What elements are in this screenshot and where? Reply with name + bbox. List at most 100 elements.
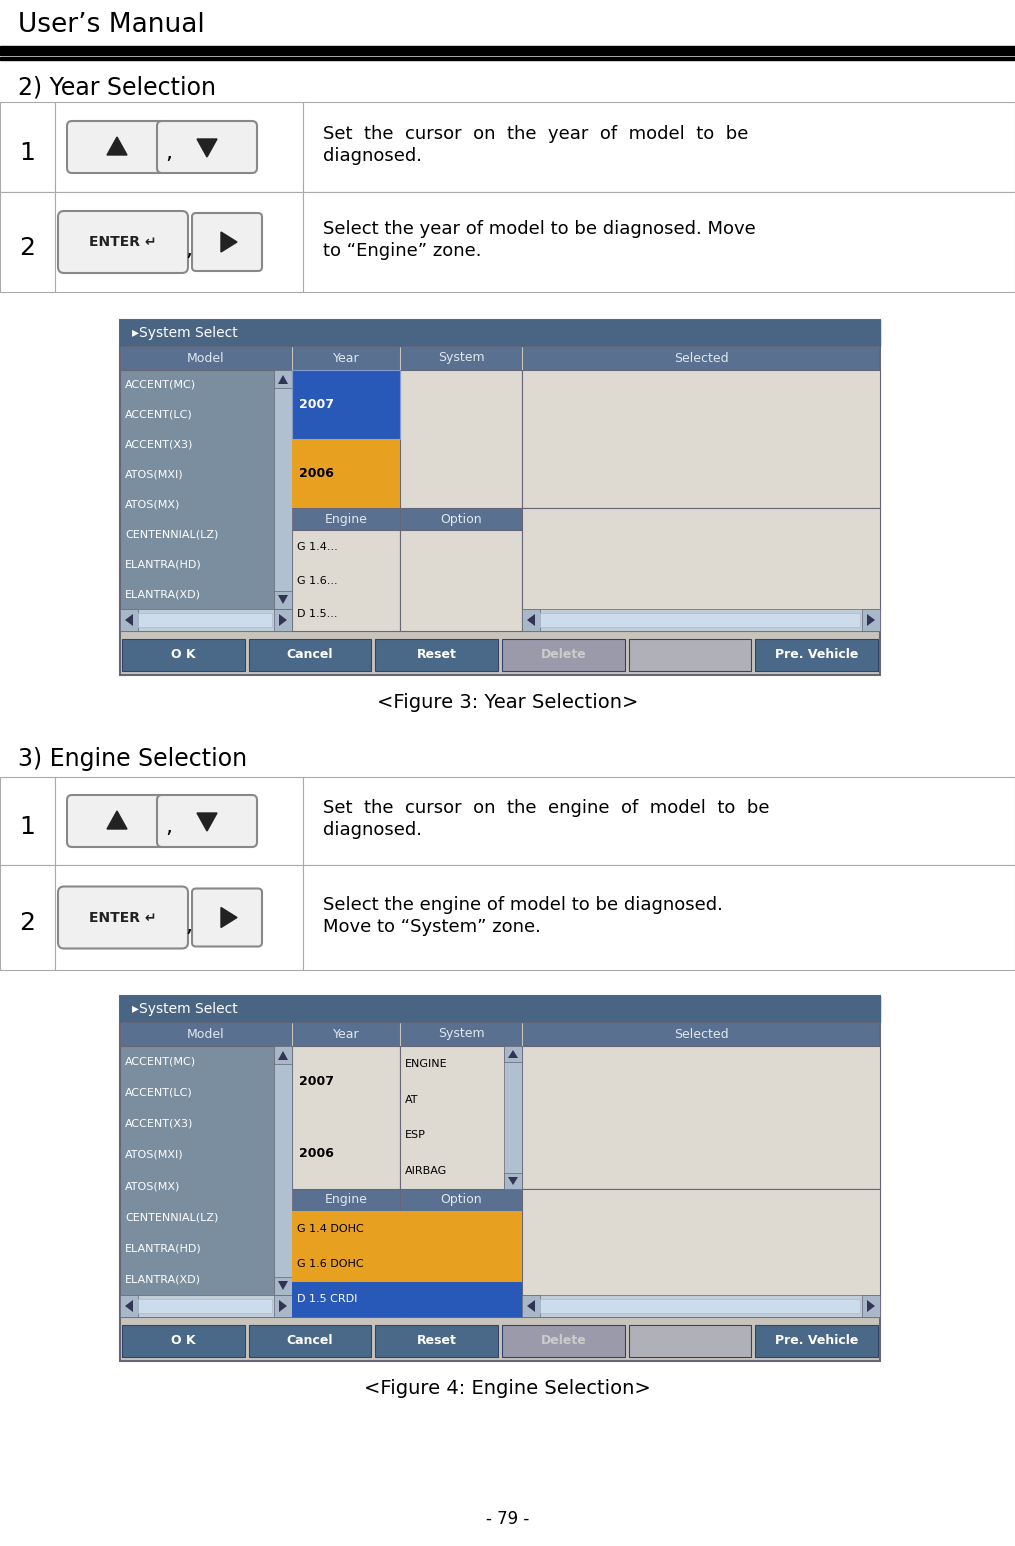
Bar <box>293 346 399 369</box>
Text: G 1.4...: G 1.4... <box>297 541 338 552</box>
Polygon shape <box>278 1051 288 1061</box>
Bar <box>502 638 624 671</box>
Text: ENTER ↵: ENTER ↵ <box>89 235 156 249</box>
Bar <box>292 439 400 509</box>
Bar <box>400 1189 522 1211</box>
Text: Reset: Reset <box>417 1334 457 1348</box>
Text: 2006: 2006 <box>299 1147 334 1160</box>
Text: G 1.4 DOHC: G 1.4 DOHC <box>297 1224 363 1234</box>
FancyBboxPatch shape <box>157 795 257 847</box>
Text: Model: Model <box>187 1028 224 1040</box>
Polygon shape <box>527 1300 535 1313</box>
Polygon shape <box>197 139 217 158</box>
Text: ACCENT(MC): ACCENT(MC) <box>125 1056 196 1067</box>
Text: - 79 -: - 79 - <box>486 1510 529 1527</box>
Bar <box>400 509 522 530</box>
Text: Cancel: Cancel <box>287 1334 333 1348</box>
Text: Select the year of model to be diagnosed. Move: Select the year of model to be diagnosed… <box>323 220 756 238</box>
Polygon shape <box>867 1300 875 1313</box>
Text: ENGINE: ENGINE <box>405 1059 448 1068</box>
Bar <box>292 1211 522 1246</box>
Bar <box>400 1211 522 1317</box>
Bar <box>522 609 880 631</box>
Bar <box>55 866 303 969</box>
Bar <box>120 369 292 631</box>
Text: Model: Model <box>187 351 224 365</box>
Bar <box>522 1296 880 1317</box>
Bar <box>274 1047 292 1296</box>
Text: O K: O K <box>171 1334 196 1348</box>
Bar <box>522 1047 880 1189</box>
Text: ACCENT(LC): ACCENT(LC) <box>125 410 193 421</box>
Bar <box>249 638 371 671</box>
Bar <box>55 102 303 192</box>
Text: ,: , <box>165 142 172 162</box>
Text: AIRBAG: AIRBAG <box>405 1166 448 1177</box>
Text: diagnosed.: diagnosed. <box>323 147 422 165</box>
Text: ELANTRA(HD): ELANTRA(HD) <box>125 560 202 569</box>
Bar <box>292 509 400 530</box>
Polygon shape <box>197 813 217 832</box>
Bar <box>400 369 522 509</box>
Text: ,: , <box>185 915 192 935</box>
Bar <box>0 778 55 866</box>
Text: Move to “System” zone.: Move to “System” zone. <box>323 917 541 935</box>
Bar <box>502 1325 624 1357</box>
Bar <box>401 1022 521 1047</box>
Bar <box>120 320 880 346</box>
Bar <box>55 778 303 866</box>
Text: Option: Option <box>441 513 482 526</box>
Text: ESP: ESP <box>405 1130 426 1141</box>
Bar <box>522 369 880 509</box>
Bar <box>274 369 292 609</box>
Bar <box>628 1325 751 1357</box>
Polygon shape <box>221 232 236 252</box>
Bar <box>522 1189 880 1317</box>
Text: Set  the  cursor  on  the  engine  of  model  to  be: Set the cursor on the engine of model to… <box>323 799 769 816</box>
Text: Pre. Vehicle: Pre. Vehicle <box>775 1334 859 1348</box>
Text: <Figure 3: Year Selection>: <Figure 3: Year Selection> <box>377 693 638 713</box>
Polygon shape <box>278 595 288 604</box>
Bar <box>303 778 1015 866</box>
Bar <box>522 1296 540 1317</box>
Text: D 1.5 CRDI: D 1.5 CRDI <box>297 1294 357 1305</box>
Text: User’s Manual: User’s Manual <box>18 12 205 39</box>
Text: 2007: 2007 <box>299 1076 334 1088</box>
Polygon shape <box>508 1177 518 1184</box>
Bar <box>120 609 138 631</box>
Bar <box>292 1211 400 1317</box>
Bar <box>138 1299 272 1313</box>
Text: D 1.5...: D 1.5... <box>297 609 338 618</box>
Polygon shape <box>527 614 535 626</box>
Bar <box>400 530 522 631</box>
Bar <box>504 1047 522 1189</box>
Bar <box>540 1299 860 1313</box>
Text: G 1.6 DOHC: G 1.6 DOHC <box>297 1258 363 1269</box>
Text: ACCENT(X3): ACCENT(X3) <box>125 1119 194 1129</box>
Text: 2007: 2007 <box>299 397 334 411</box>
Bar <box>755 638 878 671</box>
Bar <box>522 509 880 631</box>
Bar <box>121 1022 291 1047</box>
Text: Engine: Engine <box>325 1194 367 1206</box>
Bar <box>755 1325 878 1357</box>
Bar <box>523 1022 879 1047</box>
FancyBboxPatch shape <box>58 210 188 274</box>
Polygon shape <box>279 1300 287 1313</box>
Text: ,: , <box>185 240 192 260</box>
Bar <box>292 1189 400 1211</box>
Polygon shape <box>279 614 287 626</box>
Bar <box>292 369 400 509</box>
Text: 2: 2 <box>19 237 36 260</box>
Bar <box>504 1047 522 1062</box>
Bar <box>400 1047 522 1189</box>
Text: 1: 1 <box>19 141 36 165</box>
Bar <box>0 866 55 969</box>
Text: Selected: Selected <box>674 1028 729 1040</box>
Polygon shape <box>867 614 875 626</box>
Bar <box>120 1296 138 1317</box>
Text: Engine: Engine <box>325 513 367 526</box>
Text: Pre. Vehicle: Pre. Vehicle <box>775 648 859 662</box>
Polygon shape <box>221 908 236 928</box>
Text: ACCENT(X3): ACCENT(X3) <box>125 439 194 450</box>
